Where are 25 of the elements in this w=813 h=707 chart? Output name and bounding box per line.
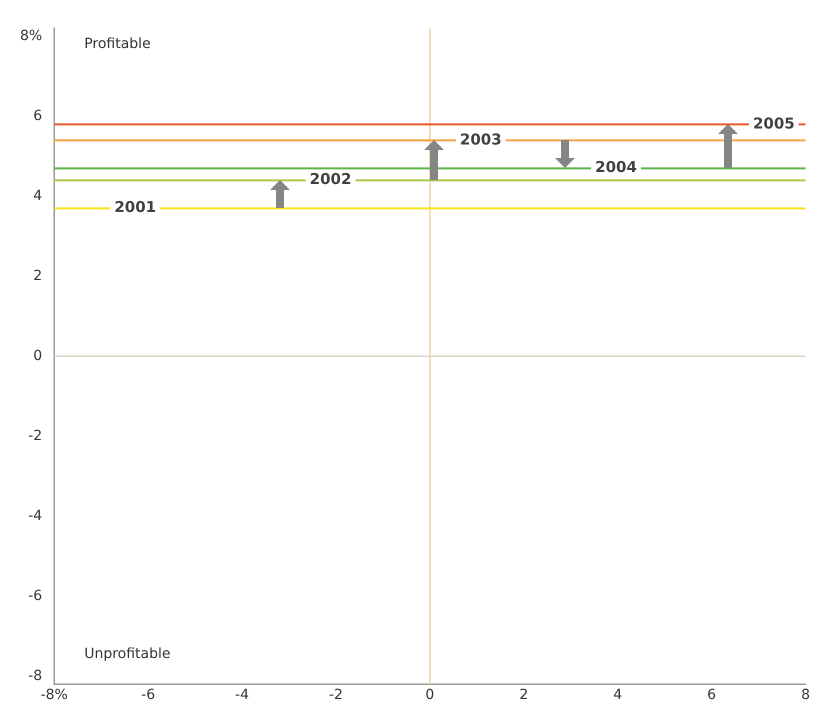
- x-tick-label: -6: [141, 687, 156, 704]
- series-label: 2001: [114, 198, 156, 216]
- y-tick-label: 6: [33, 108, 42, 124]
- x-tick-label: 6: [707, 687, 716, 704]
- y-tick-label: 2: [33, 268, 42, 284]
- x-tick-label: -2: [328, 687, 343, 704]
- series-label: 2004: [595, 158, 637, 176]
- y-tick-label: -4: [28, 508, 42, 524]
- annotation: Unprofitable: [84, 646, 170, 662]
- series-label: 2003: [460, 130, 502, 148]
- y-tick-label: -2: [28, 428, 42, 444]
- y-tick-label: -8: [28, 668, 42, 684]
- annotation: Profitable: [84, 36, 151, 52]
- series-label: 2005: [752, 114, 795, 132]
- series-label: 2002: [310, 170, 352, 188]
- x-tick-label: -8%: [40, 687, 68, 704]
- y-tick-label: 4: [33, 188, 42, 204]
- y-tick-label: -6: [28, 588, 42, 604]
- x-tick-label: 2: [519, 687, 528, 704]
- x-tick-label: 4: [613, 687, 622, 704]
- y-tick-label: 0: [33, 348, 42, 364]
- x-tick-label: -4: [235, 687, 250, 704]
- x-tick-label: 8: [801, 687, 810, 704]
- x-tick-label: 0: [425, 687, 434, 704]
- y-tick-label: 8%: [20, 28, 42, 44]
